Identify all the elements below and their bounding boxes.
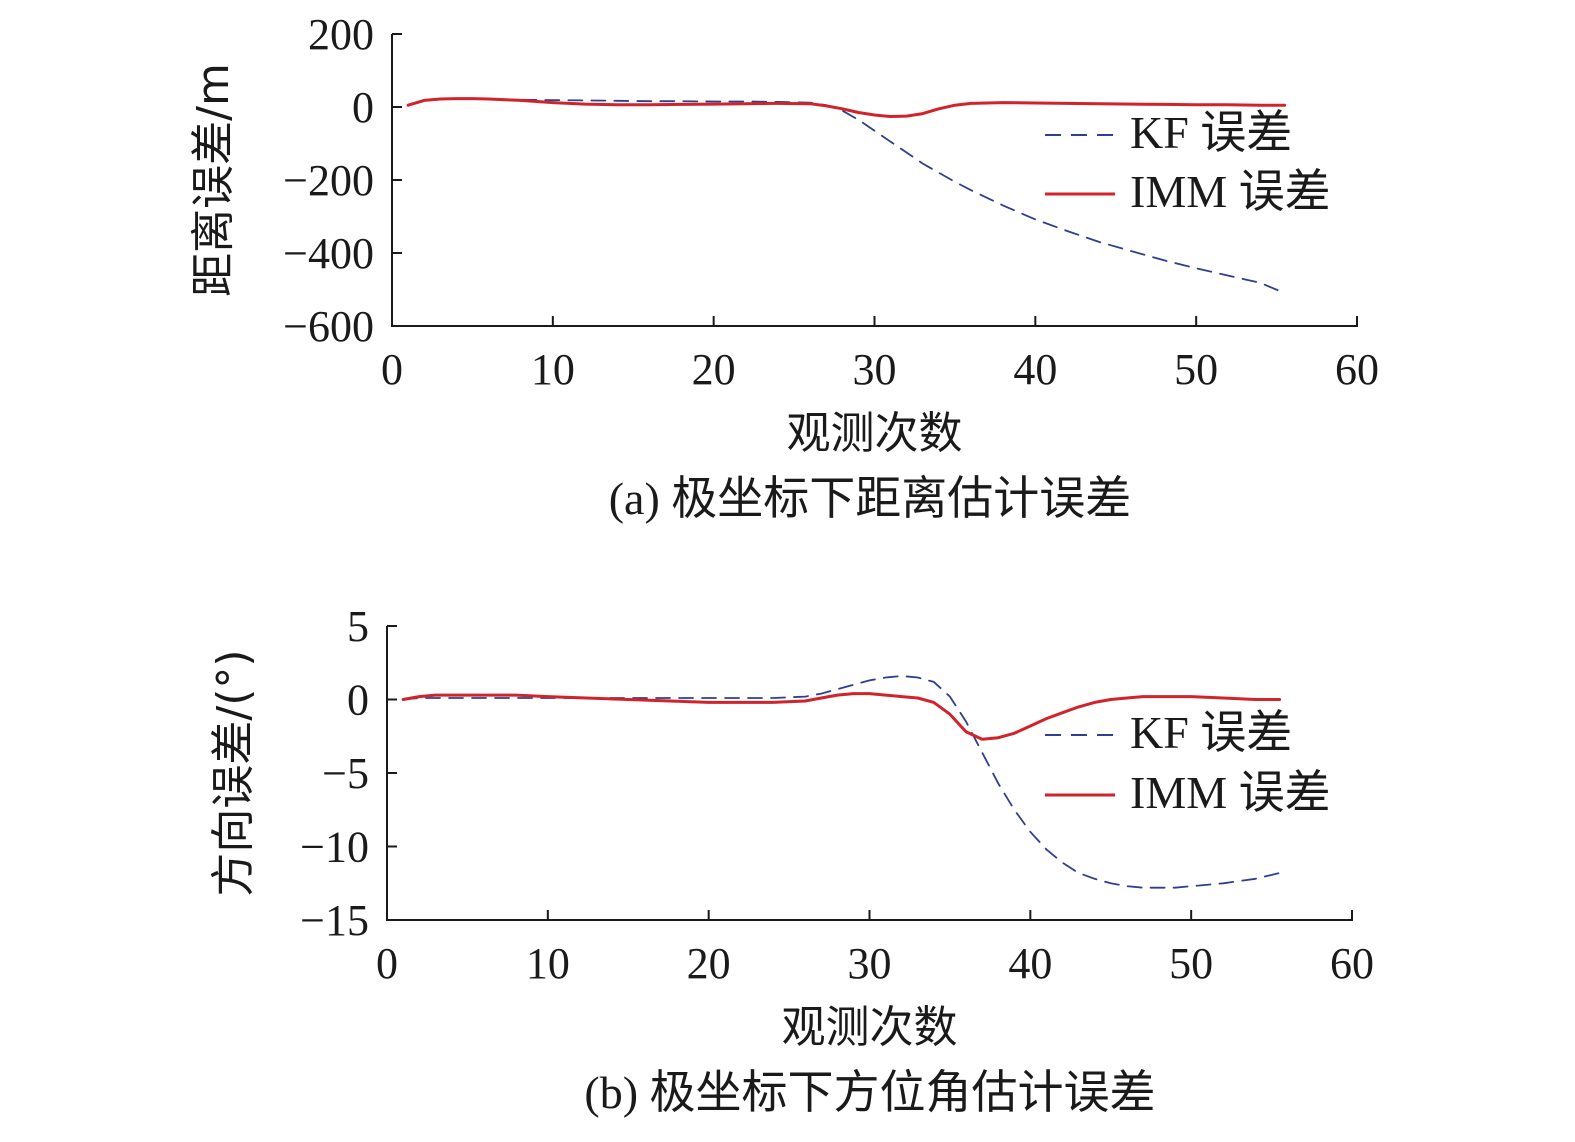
imm-error-line <box>406 97 1287 118</box>
x-axis-label: 观测次数 <box>782 1002 958 1053</box>
y-tick-label: 0 <box>347 676 369 725</box>
imm-error-line <box>401 692 1282 741</box>
kf-error-line <box>402 675 1281 889</box>
x-tick-label: 50 <box>1174 345 1218 394</box>
y-tick-label: −400 <box>283 229 374 278</box>
x-tick-label: 10 <box>531 345 575 394</box>
x-tick-label: 50 <box>1169 939 1213 988</box>
x-tick-label: 40 <box>1013 345 1057 394</box>
legend-imm-label: IMM 误差 <box>1130 767 1331 818</box>
x-tick-label: 40 <box>1008 939 1052 988</box>
y-tick-label: −10 <box>300 823 369 872</box>
x-tick-label: 60 <box>1335 345 1379 394</box>
y-axis-label: 方向误差/(°) <box>208 649 259 896</box>
y-tick-label: 5 <box>347 602 369 651</box>
y-tick-label: −600 <box>283 302 374 351</box>
x-tick-label: 10 <box>526 939 570 988</box>
x-axis-label: 观测次数 <box>787 408 963 459</box>
legend-imm-label: IMM 误差 <box>1130 166 1331 217</box>
y-tick-label: 0 <box>352 83 374 132</box>
y-tick-label: −15 <box>300 896 369 945</box>
x-tick-label: 20 <box>687 939 731 988</box>
chart-caption: (a) 极坐标下距离估计误差 <box>609 473 1132 524</box>
x-tick-label: 20 <box>692 345 736 394</box>
y-tick-label: 200 <box>308 10 374 59</box>
legend-kf-label: KF 误差 <box>1130 707 1292 758</box>
x-tick-label: 30 <box>853 345 897 394</box>
legend-kf-label: KF 误差 <box>1130 107 1292 158</box>
y-tick-label: −200 <box>283 156 374 205</box>
x-tick-label: 0 <box>376 939 398 988</box>
y-tick-label: −5 <box>322 749 369 798</box>
chart-caption: (b) 极坐标下方位角估计误差 <box>584 1067 1155 1118</box>
y-axis-label: 距离误差/m <box>188 63 239 297</box>
x-tick-label: 30 <box>848 939 892 988</box>
x-tick-label: 0 <box>381 345 403 394</box>
x-tick-label: 60 <box>1330 939 1374 988</box>
